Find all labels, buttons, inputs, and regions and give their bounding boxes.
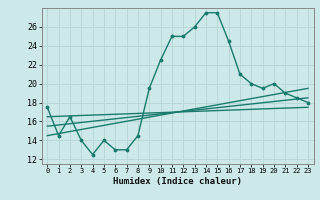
X-axis label: Humidex (Indice chaleur): Humidex (Indice chaleur): [113, 177, 242, 186]
